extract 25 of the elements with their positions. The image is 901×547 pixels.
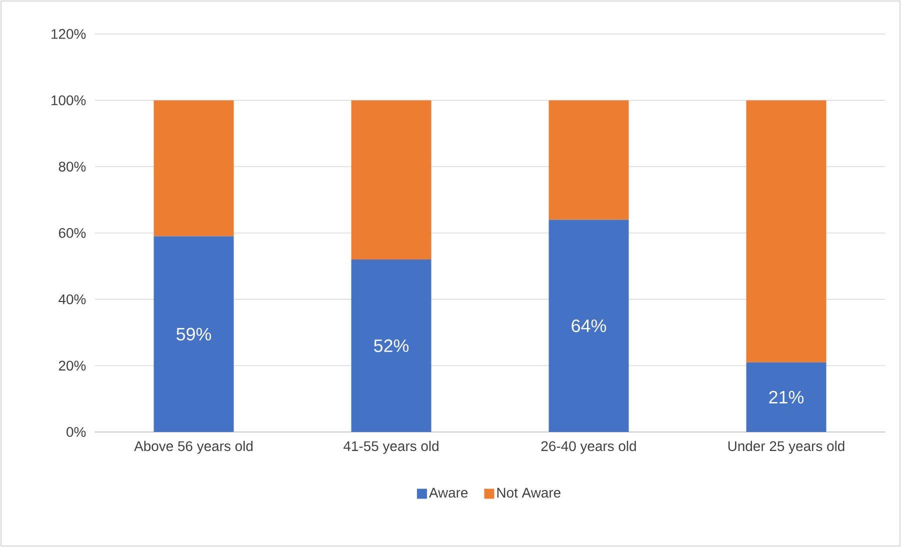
y-tick-label: 100%: [52, 95, 86, 106]
y-tick-label: 40%: [58, 294, 86, 304]
y-tick-label: 120%: [52, 29, 86, 39]
data-label: 52%: [374, 339, 409, 352]
y-tick-label: 0%: [66, 427, 86, 437]
y-tick-label: 60%: [58, 228, 86, 238]
bar: [548, 100, 629, 220]
bar: [154, 100, 234, 236]
bar: [154, 236, 234, 432]
x-tick-label: 41-55 years old: [344, 440, 438, 454]
y-tick-label: 80%: [58, 162, 86, 172]
bar: [351, 260, 432, 432]
bar: [548, 220, 629, 432]
legend-label: Not Aware: [497, 488, 560, 498]
data-label: 64%: [572, 319, 606, 332]
data-label: 21%: [769, 390, 804, 404]
bar: [746, 100, 826, 362]
data-label: 59%: [176, 328, 212, 340]
bar: [351, 100, 432, 260]
bar: [746, 362, 826, 432]
x-tick-label: Under 25 years old: [728, 440, 844, 454]
legend-label: Aware: [428, 488, 468, 498]
x-tick-label: Above 56 years old: [134, 440, 253, 454]
x-tick-label: 26-40 years old: [541, 440, 636, 454]
y-tick-label: 20%: [58, 360, 86, 371]
